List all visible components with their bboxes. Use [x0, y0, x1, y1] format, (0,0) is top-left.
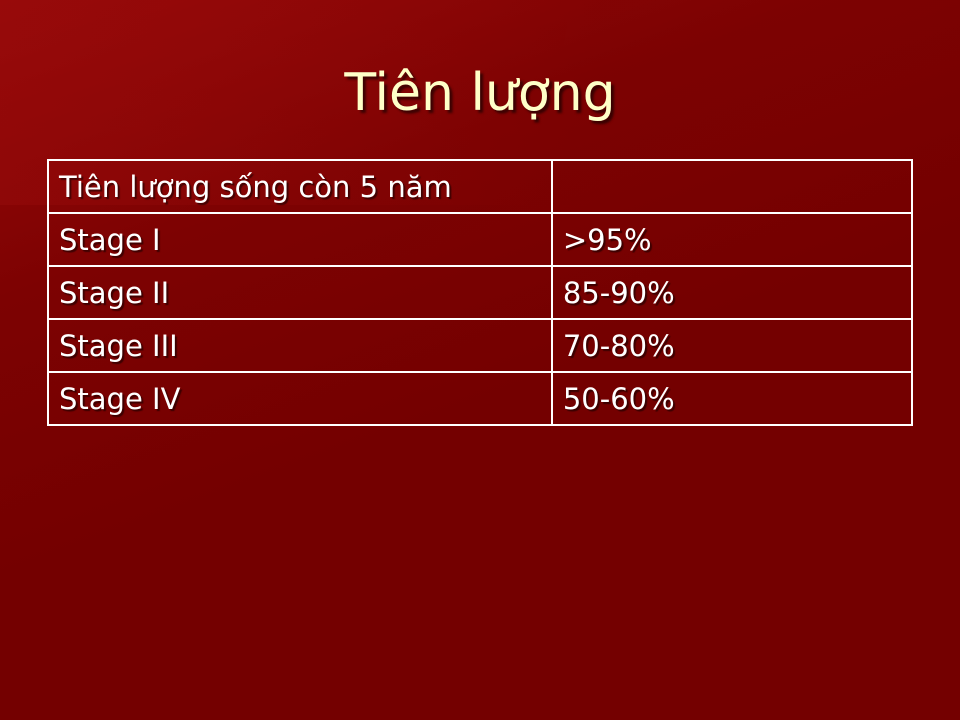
slide-title: Tiên lượng — [344, 63, 616, 123]
table-header-row: Tiên lượng sống còn 5 năm — [47, 159, 914, 214]
stage-label-cell: Stage II — [47, 265, 553, 320]
stage-label-cell: Stage IV — [47, 371, 553, 426]
table-row: Stage II 85-90% — [47, 265, 914, 320]
header-label-cell: Tiên lượng sống còn 5 năm — [47, 159, 553, 214]
survival-value-cell: 70-80% — [550, 318, 914, 373]
survival-value-cell: 50-60% — [550, 371, 914, 426]
survival-value-cell: >95% — [550, 212, 914, 267]
header-value-cell — [550, 159, 914, 214]
survival-value-cell: 85-90% — [550, 265, 914, 320]
table-row: Stage III 70-80% — [47, 318, 914, 373]
stage-label-cell: Stage I — [47, 212, 553, 267]
table-row: Stage I >95% — [47, 212, 914, 267]
table-row: Stage IV 50-60% — [47, 371, 914, 426]
stage-label-cell: Stage III — [47, 318, 553, 373]
prognosis-table: Tiên lượng sống còn 5 năm Stage I >95% S… — [47, 159, 914, 426]
